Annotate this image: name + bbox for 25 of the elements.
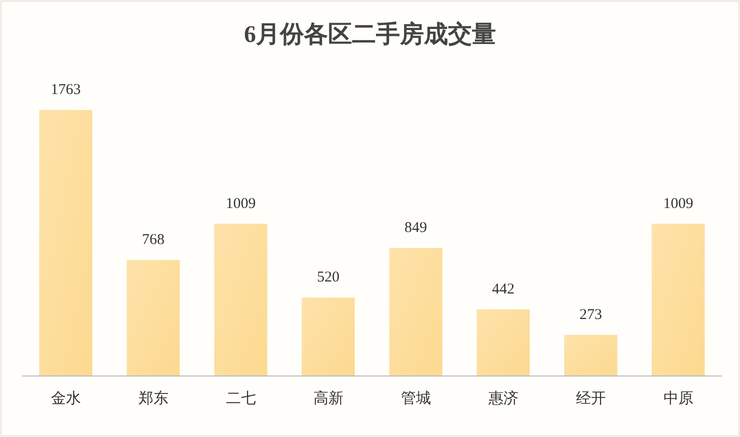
x-tick-label: 管城 <box>400 390 431 407</box>
bar <box>126 260 180 376</box>
data-label: 520 <box>317 270 340 286</box>
chart-title: 6月份各区二手房成交量 <box>244 21 496 48</box>
bar <box>652 224 705 376</box>
x-tick-label: 经开 <box>576 390 606 407</box>
data-label: 768 <box>142 232 164 248</box>
bar <box>214 224 268 376</box>
bar <box>476 309 530 376</box>
x-tick-label: 惠济 <box>487 390 518 407</box>
x-tick-label: 高新 <box>313 390 344 407</box>
data-label: 849 <box>404 220 427 236</box>
data-label: 273 <box>580 306 602 323</box>
x-tick-label: 中原 <box>663 390 694 407</box>
x-tick-label: 二七 <box>226 390 256 407</box>
data-label: 1763 <box>50 82 81 98</box>
data-label: 1009 <box>226 196 256 212</box>
bar <box>564 334 618 376</box>
x-tick-label: 郑东 <box>138 390 168 407</box>
bar <box>389 248 442 376</box>
x-tick-label: 金水 <box>50 390 81 407</box>
data-label: 1009 <box>663 196 694 212</box>
bar <box>39 110 92 376</box>
bar <box>302 298 355 376</box>
data-label: 442 <box>492 281 514 298</box>
